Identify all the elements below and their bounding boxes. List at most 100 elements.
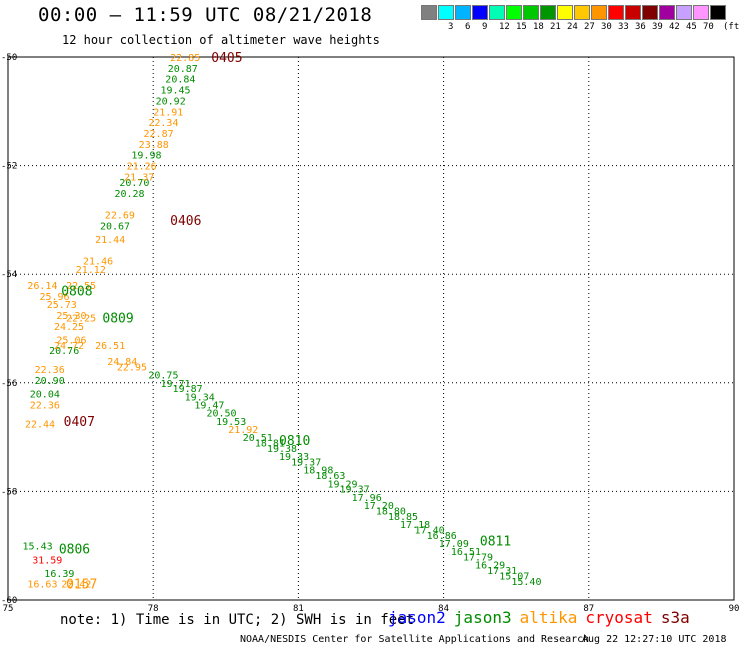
wave-height-point: 22.34 <box>148 118 178 129</box>
color-swatch <box>659 5 675 20</box>
page-subtitle: 12 hour collection of altimeter wave hei… <box>62 33 380 47</box>
wave-height-point: 21.12 <box>76 265 106 276</box>
color-swatch <box>455 5 471 20</box>
pass-time-label: 0809 <box>102 312 133 327</box>
x-tick-label: 81 <box>293 604 304 614</box>
pass-time-label: 0808 <box>61 284 92 299</box>
color-swatch <box>574 5 590 20</box>
color-swatch <box>438 5 454 20</box>
y-tick-label: -60 <box>1 596 17 606</box>
wave-height-point: 17.96 <box>352 493 382 504</box>
wave-height-point: 19.53 <box>216 417 246 428</box>
color-swatch <box>523 5 539 20</box>
wave-height-point: 16.86 <box>427 531 457 542</box>
wave-height-point: 22.69 <box>105 210 135 221</box>
color-scale-label: 18 <box>533 22 544 32</box>
x-tick-label: 90 <box>729 604 740 614</box>
x-tick-label: 78 <box>148 604 159 614</box>
mission-legend-item: jason3 <box>453 608 512 627</box>
color-scale-label: 45 <box>686 22 697 32</box>
wave-height-point: 19.45 <box>160 86 190 97</box>
wave-height-point: 23.88 <box>139 140 169 151</box>
wave-height-point: 22.55 <box>66 281 96 292</box>
wave-height-point: 16.51 <box>451 547 481 558</box>
wave-height-point: 20.76 <box>49 346 79 357</box>
mission-legend-item: altika <box>519 608 578 627</box>
wave-height-point: 17.09 <box>439 539 469 550</box>
x-tick-label: 84 <box>438 604 449 614</box>
wave-height-point: 16.39 <box>44 569 74 580</box>
x-tick-label: 87 <box>583 604 594 614</box>
color-swatch <box>540 5 556 20</box>
color-scale-label: 12 <box>499 22 510 32</box>
wave-height-point: 18.63 <box>315 471 345 482</box>
wave-height-point: 19.34 <box>185 392 215 403</box>
wave-height-point: 16.29 <box>475 561 505 572</box>
wave-height-point: 22.95 <box>117 363 147 374</box>
wave-height-point: 15.43 <box>23 542 53 553</box>
wave-height-point: 19.37 <box>340 485 370 496</box>
wave-height-point: 19.38 <box>267 444 297 455</box>
color-scale-label: 70 <box>703 22 714 32</box>
mission-legend-item: cryosat <box>585 608 653 627</box>
wave-height-point: 17.31 <box>487 566 517 577</box>
y-tick-label: -54 <box>1 270 17 280</box>
pass-time-label: 0406 <box>170 214 201 229</box>
footnote: note: 1) Time is in UTC; 2) SWH is in fe… <box>60 612 415 628</box>
color-scale-label: 42 <box>669 22 680 32</box>
x-tick-label: 75 <box>3 604 14 614</box>
wave-height-point: 25.96 <box>39 292 69 303</box>
wave-height-point: 25.30 <box>56 311 86 322</box>
y-tick-label: -58 <box>1 487 17 497</box>
wave-height-point: 20.50 <box>206 409 236 420</box>
wave-height-point: 19.47 <box>194 401 224 412</box>
wave-height-point: 19.87 <box>173 384 203 395</box>
footer-timestamp: Aug 22 12:27:10 UTC 2018 <box>582 634 727 645</box>
mission-legend-item: s3a <box>660 608 690 627</box>
wave-height-point: 18.80 <box>376 506 406 517</box>
wave-height-point: 21.46 <box>83 257 113 268</box>
pass-time-label: 0407 <box>64 415 95 430</box>
color-swatch <box>557 5 573 20</box>
color-swatch <box>421 5 437 20</box>
page-title: 00:00 – 11:59 UTC 08/21/2018 <box>38 4 373 26</box>
footer-organization: NOAA/NESDIS Center for Satellite Applica… <box>240 634 590 645</box>
wave-height-point: 18.98 <box>303 466 333 477</box>
wave-height-point: 19.37 <box>291 458 321 469</box>
wave-height-point: 22.36 <box>30 401 60 412</box>
wave-height-point: 31.59 <box>32 555 62 566</box>
wave-height-point: 24.84 <box>107 357 137 368</box>
wave-height-point: 18.81 <box>255 439 285 450</box>
wave-height-point: 21.37 <box>124 172 154 183</box>
wave-height-point: 18.85 <box>388 512 418 523</box>
wave-height-point: 26.51 <box>95 341 125 352</box>
color-scale-label: 9 <box>482 22 488 32</box>
wave-height-point: 25.06 <box>56 335 86 346</box>
wave-height-point: 24.25 <box>54 322 84 333</box>
mission-legend: jason2 jason3 altika cryosat s3a <box>388 608 698 627</box>
wave-height-point: 21.92 <box>228 425 258 436</box>
wave-height-point: 20.67 <box>100 221 130 232</box>
color-scale-unit: (ft) <box>723 22 740 32</box>
wave-height-point: 17.18 <box>400 520 430 531</box>
pass-time-label: 0810 <box>279 434 310 449</box>
color-scale-label: 30 <box>601 22 612 32</box>
wave-height-point: 15.07 <box>499 572 529 583</box>
wave-height-point: 22.85 <box>170 53 200 64</box>
pass-time-label: 0806 <box>59 542 90 557</box>
wave-height-point: 24.72 <box>54 341 84 352</box>
wave-height-point: 20.28 <box>114 189 144 200</box>
wave-height-point: 21.26 <box>127 162 157 173</box>
plot-frame <box>7 56 735 601</box>
color-swatch <box>676 5 692 20</box>
wave-height-point: 17.40 <box>415 525 445 536</box>
color-swatch <box>489 5 505 20</box>
color-swatch <box>506 5 522 20</box>
wave-height-point: 20.84 <box>165 75 195 86</box>
wave-height-point: 17.79 <box>463 553 493 564</box>
wave-height-point: 22.25 <box>66 314 96 325</box>
wave-height-point: 25.73 <box>47 300 77 311</box>
color-scale-label: 36 <box>635 22 646 32</box>
